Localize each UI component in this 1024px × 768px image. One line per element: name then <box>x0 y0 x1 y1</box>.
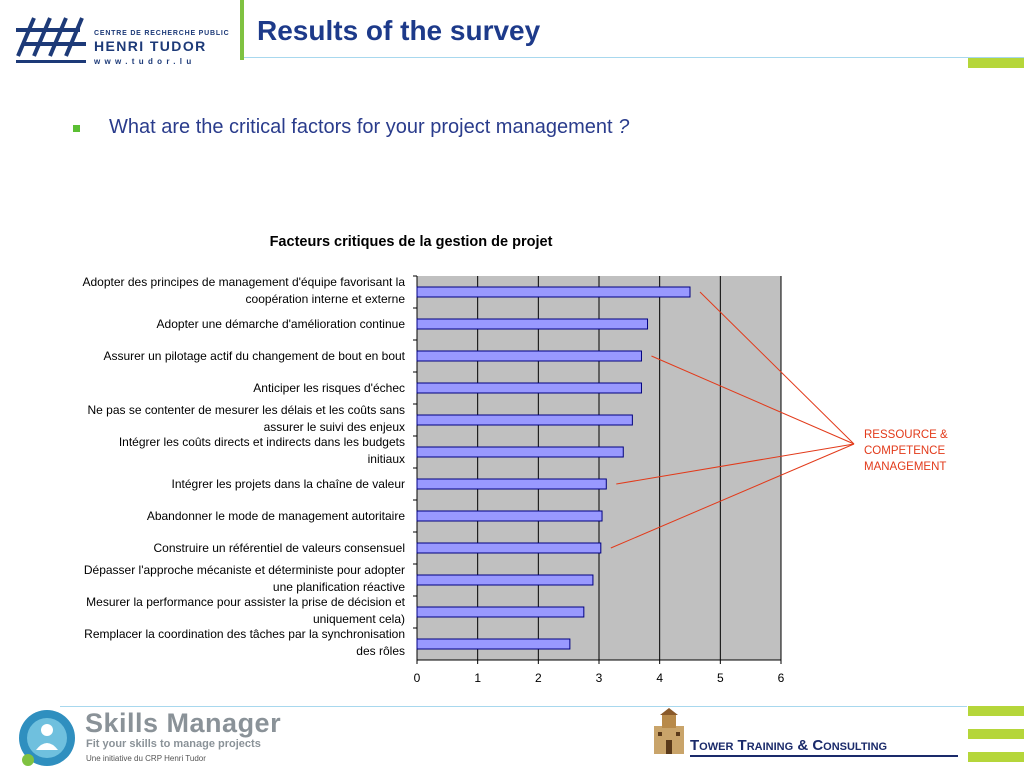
category-label: Anticiper les risques d'échec <box>253 381 405 395</box>
bullet-marker <box>73 125 80 132</box>
bar <box>416 478 607 490</box>
accent-stripe-bottom-3 <box>968 752 1024 762</box>
annotation-connector <box>699 291 855 445</box>
bar <box>416 638 571 650</box>
category-label: Remplacer la coordination des tâches par… <box>84 627 405 641</box>
category-label: Intégrer les projets dans la chaîne de v… <box>172 477 405 491</box>
tudor-logo-icon <box>16 17 86 63</box>
bullet-question-mark: ? <box>618 116 630 138</box>
category-label: assurer le suivi des enjeux <box>264 420 405 434</box>
bar <box>416 510 603 522</box>
tower-icon <box>654 708 684 754</box>
x-tick-label: 4 <box>656 671 663 685</box>
bar <box>416 446 624 458</box>
skills-manager-icon <box>19 710 75 766</box>
bar <box>416 574 594 586</box>
category-label: uniquement cela) <box>313 612 405 626</box>
accent-stripe-bottom-2 <box>968 729 1024 739</box>
ttc-brand: Tower Training & Consulting <box>690 737 888 754</box>
category-label: Intégrer les coûts directs et indirects … <box>119 435 405 449</box>
header-divider <box>240 0 244 60</box>
bar <box>416 606 585 618</box>
x-tick-label: 0 <box>414 671 421 685</box>
bar <box>416 382 642 394</box>
bar <box>416 542 602 554</box>
category-label: Abandonner le mode de management autorit… <box>147 509 405 523</box>
bullet-question: What are the critical factors for your p… <box>109 116 629 139</box>
category-label: Assurer un pilotage actif du changement … <box>103 349 405 363</box>
bullet-text: What are the critical factors for your p… <box>109 116 619 138</box>
logo-line-2: HENRI TUDOR <box>94 38 207 54</box>
bar <box>416 350 642 362</box>
bar <box>416 286 691 298</box>
category-label: Adopter une démarche d'amélioration cont… <box>157 317 406 331</box>
header-rule <box>244 57 1024 58</box>
category-label: coopération interne et externe <box>246 292 406 306</box>
annotation-connector <box>651 355 855 445</box>
logo-line-1: CENTRE DE RECHERCHE PUBLIC <box>94 30 230 37</box>
annotation-label: MANAGEMENT <box>864 461 946 473</box>
category-label: des rôles <box>356 644 405 658</box>
skills-manager-title: Skills Manager <box>85 708 282 738</box>
x-tick-label: 2 <box>535 671 542 685</box>
annotation-label: COMPETENCE <box>864 445 945 457</box>
tudor-logo: CENTRE DE RECHERCHE PUBLIC HENRI TUDOR w… <box>14 12 229 70</box>
chart-title: Facteurs critiques de la gestion de proj… <box>270 234 553 250</box>
footer-rule <box>60 706 967 707</box>
accent-stripe-top <box>968 58 1024 68</box>
category-label: une planification réactive <box>273 580 405 594</box>
x-tick-label: 1 <box>474 671 481 685</box>
ttc-underline <box>690 755 958 757</box>
bar-chart: Facteurs critiques de la gestion de proj… <box>83 234 949 685</box>
skills-manager-subline: Une initiative du CRP Henri Tudor <box>86 754 206 763</box>
category-label: Mesurer la performance pour assister la … <box>86 595 405 609</box>
page-title: Results of the survey <box>257 15 541 46</box>
category-label: initiaux <box>368 452 405 466</box>
x-tick-label: 3 <box>596 671 603 685</box>
bar <box>416 414 633 426</box>
x-tick-label: 6 <box>778 671 785 685</box>
category-label: Construire un référentiel de valeurs con… <box>154 541 405 555</box>
bar <box>416 318 649 330</box>
annotation-label: RESSOURCE & <box>864 429 948 441</box>
skills-manager-tagline: Fit your skills to manage projects <box>86 738 261 750</box>
annotation-connector <box>616 443 855 485</box>
accent-stripe-bottom-1 <box>968 706 1024 716</box>
x-tick-label: 5 <box>717 671 724 685</box>
logo-url: www.tudor.lu <box>94 57 196 66</box>
category-label: Dépasser l'approche mécaniste et détermi… <box>84 563 405 577</box>
annotation-connector <box>610 443 855 549</box>
category-label: Adopter des principes de management d'éq… <box>83 275 406 289</box>
category-label: Ne pas se contenter de mesurer les délai… <box>88 403 406 417</box>
